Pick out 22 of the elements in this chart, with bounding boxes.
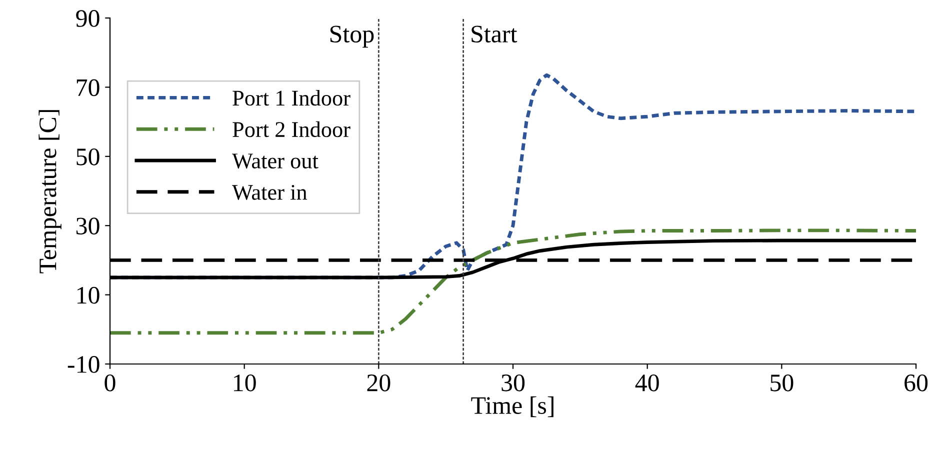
x-tick-label: 40	[635, 374, 659, 392]
y-tick-label: 70	[76, 79, 100, 96]
legend-label: Water out	[232, 154, 318, 169]
y-tick-label: -10	[68, 356, 100, 373]
y-tick-label: 90	[76, 10, 100, 27]
legend-label: Port 1 Indoor	[232, 90, 350, 106]
y-axis-title: Temperature [C]	[38, 110, 62, 274]
ref-line-label: Stop	[330, 26, 374, 48]
legend-label: Port 2 Indoor	[232, 121, 350, 138]
ref-line-label: Start	[472, 26, 518, 43]
line-series	[110, 228, 916, 335]
x-tick-label: 60	[904, 374, 928, 392]
x-tick-label: 20	[367, 374, 390, 392]
legend-label: Water in	[232, 184, 308, 200]
y-tick-label: 30	[76, 218, 100, 235]
x-tick-label: 10	[234, 374, 256, 392]
x-tick-label: 0	[104, 374, 116, 392]
y-tick-label: 50	[76, 148, 100, 166]
x-tick-label: 30	[502, 374, 525, 392]
x-axis-title: Time [s]	[471, 396, 554, 418]
x-tick-label: 50	[770, 374, 794, 392]
y-tick-label: 10	[77, 286, 100, 304]
